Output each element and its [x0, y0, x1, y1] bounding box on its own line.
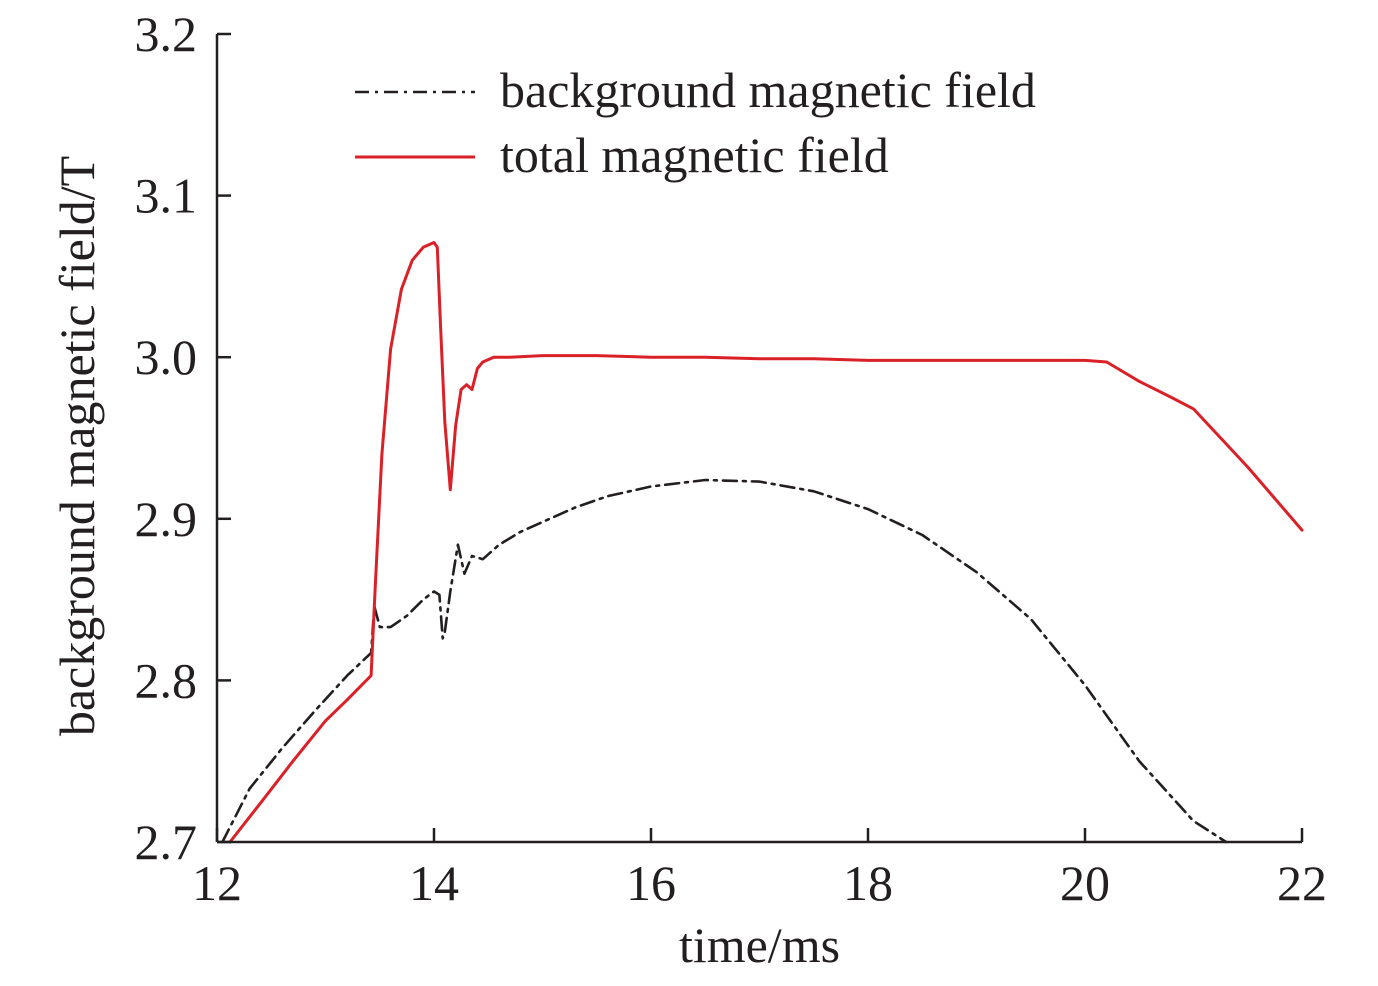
y-tick-label-2-8: 2.8 — [135, 652, 198, 708]
x-tick-label-22: 22 — [1277, 855, 1327, 911]
x-tick-label-12: 12 — [192, 855, 242, 911]
x-axis-title: time/ms — [679, 917, 840, 973]
legend-label-background-magnetic-field: background magnetic field — [500, 62, 1036, 118]
x-tick-label-18: 18 — [843, 855, 893, 911]
x-tick-label-14: 14 — [409, 855, 459, 911]
legend: background magnetic field total magnetic… — [355, 62, 1036, 183]
axes — [215, 34, 1302, 844]
x-tick-label-16: 16 — [626, 855, 676, 911]
y-axis-title: background magnetic field/T — [49, 156, 105, 736]
y-tick-label-2-7: 2.7 — [135, 814, 198, 870]
y-tick-label-3-2: 3.2 — [135, 6, 198, 62]
y-tick-label-3-0: 3.0 — [135, 329, 198, 385]
series-line-total-magnetic-field — [228, 241, 1304, 844]
legend-label-total-magnetic-field: total magnetic field — [500, 127, 889, 183]
y-tick-label-2-9: 2.9 — [135, 491, 198, 547]
y-tick-label-3-1: 3.1 — [135, 168, 198, 224]
x-tick-label-20: 20 — [1060, 855, 1110, 911]
series-layer — [221, 241, 1304, 844]
ticks: 12 14 16 18 20 22 2.7 2.8 2.9 3.0 3.1 3.2 — [135, 6, 1328, 911]
